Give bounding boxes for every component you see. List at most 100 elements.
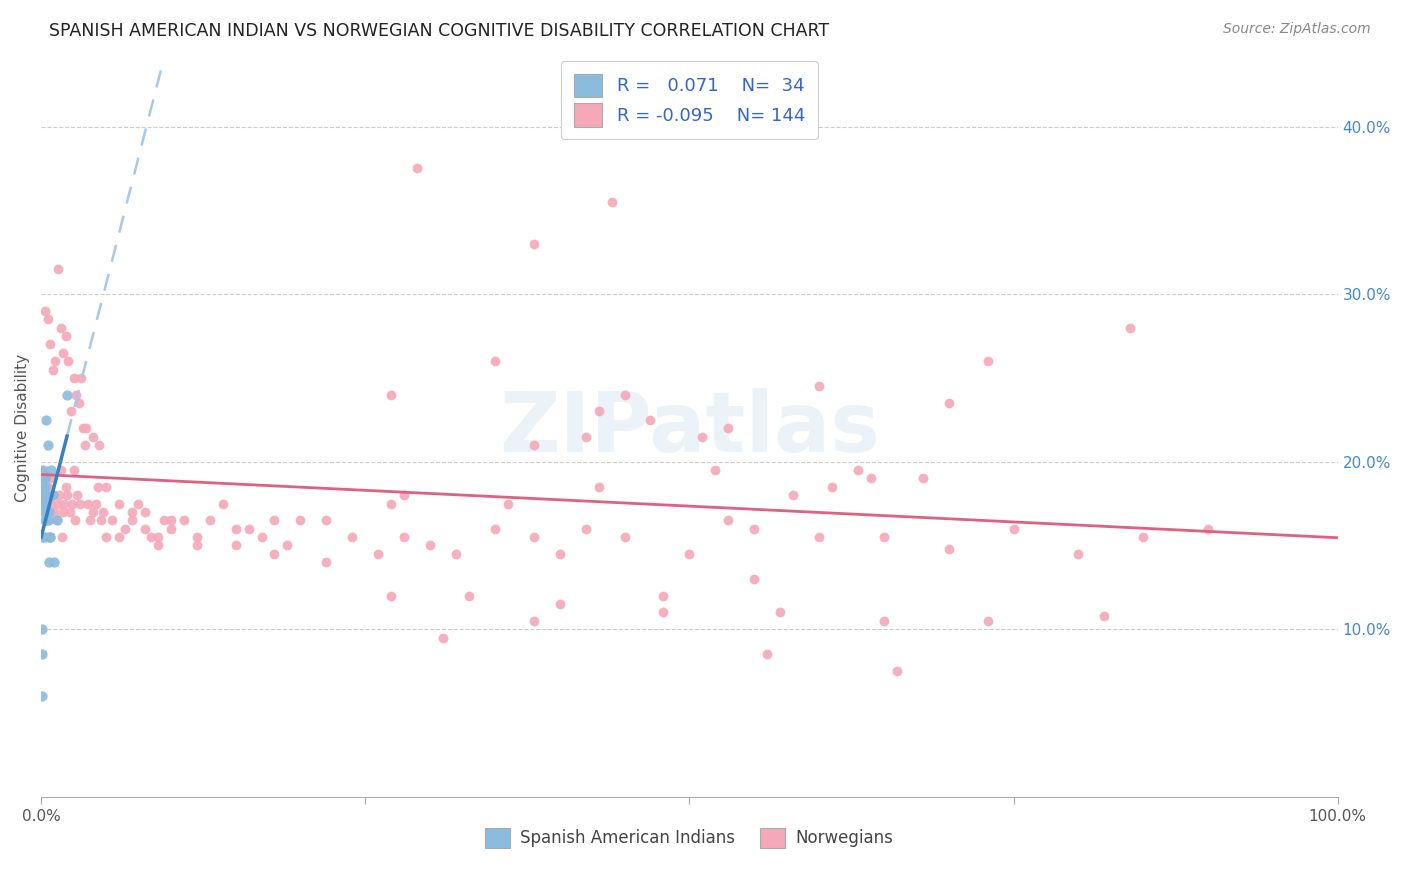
Point: [48, 488, 70, 502]
Point: [39, 471, 62, 485]
Point: [56, 488, 79, 502]
Point: [34, 488, 56, 502]
Point: [153, 513, 176, 527]
Point: [976, 354, 998, 368]
Point: [808, 530, 831, 544]
Point: [34, 513, 56, 527]
Point: [704, 463, 727, 477]
Point: [34, 480, 56, 494]
Point: [32, 488, 55, 502]
Point: [873, 614, 896, 628]
Point: [225, 522, 247, 536]
Point: [49, 320, 72, 334]
Point: [37, 312, 59, 326]
Point: [32, 480, 55, 494]
Point: [588, 404, 610, 418]
Point: [782, 488, 804, 502]
Point: [523, 530, 546, 544]
Point: [496, 497, 519, 511]
Point: [67, 396, 90, 410]
Point: [938, 396, 960, 410]
Point: [121, 505, 143, 519]
Point: [34, 497, 56, 511]
Point: [82, 505, 104, 519]
Point: [34, 463, 56, 477]
Point: [808, 379, 831, 393]
Point: [87, 480, 110, 494]
Point: [31, 690, 53, 704]
Legend: Spanish American Indians, Norwegians: Spanish American Indians, Norwegians: [479, 822, 900, 855]
Point: [742, 522, 765, 536]
Point: [419, 538, 441, 552]
Point: [127, 497, 149, 511]
Point: [94, 530, 117, 544]
Point: [45, 513, 67, 527]
Point: [652, 606, 675, 620]
Point: [63, 513, 86, 527]
Point: [76, 497, 98, 511]
Point: [225, 538, 247, 552]
Point: [66, 488, 89, 502]
Point: [35, 413, 58, 427]
Point: [32, 530, 55, 544]
Point: [108, 530, 131, 544]
Point: [34, 471, 56, 485]
Point: [640, 413, 662, 427]
Point: [121, 513, 143, 527]
Point: [859, 471, 882, 485]
Point: [173, 513, 195, 527]
Point: [263, 513, 285, 527]
Point: [42, 488, 65, 502]
Point: [60, 497, 83, 511]
Point: [31, 622, 53, 636]
Point: [380, 589, 402, 603]
Point: [821, 480, 844, 494]
Point: [31, 530, 53, 544]
Point: [523, 236, 546, 251]
Point: [211, 497, 233, 511]
Point: [37, 513, 59, 527]
Point: [548, 547, 571, 561]
Point: [613, 530, 636, 544]
Text: ZIPatlas: ZIPatlas: [499, 388, 880, 468]
Point: [186, 538, 208, 552]
Text: Source: ZipAtlas.com: Source: ZipAtlas.com: [1223, 22, 1371, 37]
Point: [652, 589, 675, 603]
Point: [35, 505, 58, 519]
Point: [49, 463, 72, 477]
Point: [523, 438, 546, 452]
Point: [58, 354, 80, 368]
Point: [238, 522, 260, 536]
Point: [34, 471, 56, 485]
Point: [46, 262, 69, 277]
Point: [31, 497, 53, 511]
Point: [37, 438, 59, 452]
Point: [55, 329, 77, 343]
Point: [32, 497, 55, 511]
Y-axis label: Cognitive Disability: Cognitive Disability: [15, 354, 30, 502]
Point: [846, 463, 869, 477]
Point: [315, 555, 337, 569]
Point: [32, 488, 55, 502]
Point: [141, 530, 163, 544]
Point: [89, 438, 111, 452]
Point: [52, 505, 75, 519]
Point: [75, 438, 97, 452]
Point: [1092, 608, 1115, 623]
Point: [678, 547, 700, 561]
Point: [59, 404, 82, 418]
Point: [484, 522, 506, 536]
Point: [93, 505, 115, 519]
Point: [484, 354, 506, 368]
Point: [42, 555, 65, 569]
Point: [976, 614, 998, 628]
Point: [159, 522, 181, 536]
Point: [290, 513, 312, 527]
Point: [39, 337, 62, 351]
Point: [32, 505, 55, 519]
Point: [392, 488, 415, 502]
Point: [134, 522, 156, 536]
Point: [51, 530, 73, 544]
Point: [1197, 522, 1219, 536]
Point: [692, 429, 714, 443]
